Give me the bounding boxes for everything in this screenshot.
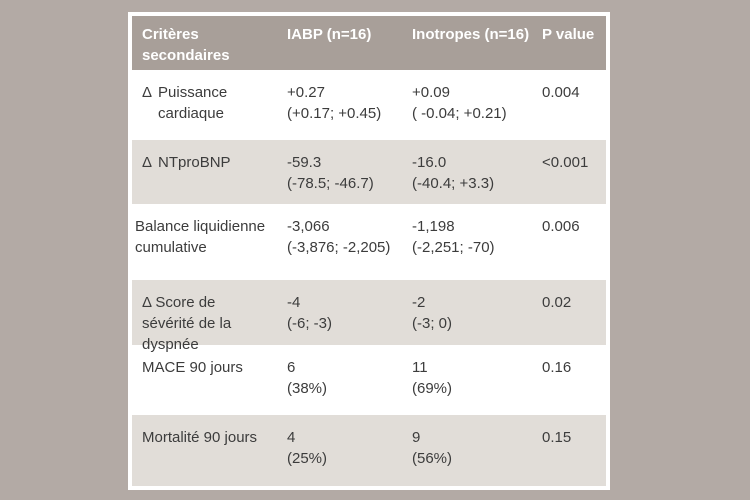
iabp-cell: -3,066 (-3,876; -2,205) [287,216,412,280]
row-label: Mortalité 90 jours [132,427,287,486]
iabp-value: -59.3 [287,154,322,171]
iabp-cell: 6 (38%) [287,357,412,415]
inotropes-value: -16.0 [412,154,447,171]
iabp-cell: 4 (25%) [287,427,412,486]
header-p-value: P value [542,26,595,43]
iabp-ci: (38%) [287,380,328,397]
iabp-value: 6 [287,359,296,376]
table-row-ntprobnp: Δ NTproBNP -59.3 (-78.5; -46.7) -16.0 (-… [132,140,606,204]
inotropes-value: +0.09 [412,84,450,101]
inotropes-ci: (-2,251; -70) [412,239,495,256]
row-label: Balance liquidienne cumulative [132,216,287,280]
inotropes-ci: ( -0.04; +0.21) [412,105,507,122]
inotropes-value: 9 [412,429,421,446]
table-row-mortalite-90-jours: Mortalité 90 jours 4 (25%) 9 (56%) 0.15 [132,415,606,486]
header-criteria: Critères secondaires [142,26,230,64]
inotropes-cell: +0.09 ( -0.04; +0.21) [412,82,542,140]
iabp-ci: (-3,876; -2,205) [287,239,391,256]
p-value-cell: 0.004 [542,84,580,101]
table-header-row: Critères secondaires IABP (n=16) Inotrop… [132,16,606,70]
iabp-ci: (25%) [287,450,328,467]
iabp-value: +0.27 [287,84,325,101]
inotropes-cell: 9 (56%) [412,427,542,486]
table-row-score-dyspnee: Δ Score de sévérité de la dyspnée -4 (-6… [132,280,606,353]
p-value-cell: 0.16 [542,359,572,376]
iabp-ci: (+0.17; +0.45) [287,105,382,122]
row-label-text: Δ Score de sévérité de la dyspnée [142,294,232,353]
inotropes-cell: -1,198 (-2,251; -70) [412,216,542,280]
table-row-balance-liquidienne: Balance liquidienne cumulative -3,066 (-… [132,204,606,280]
header-inotropes: Inotropes (n=16) [412,26,530,43]
inotropes-ci: (69%) [412,380,453,397]
row-label: MACE 90 jours [132,357,287,415]
inotropes-ci: (-3; 0) [412,315,453,332]
table-row-mace-90-jours: MACE 90 jours 6 (38%) 11 (69%) 0.16 [132,345,606,415]
iabp-value: 4 [287,429,296,446]
inotropes-value: -1,198 [412,218,455,235]
row-label-text: Puissance cardiaque [158,84,228,122]
p-value-cell: 0.15 [542,429,572,446]
table-row-puissance-cardiaque: Δ Puissance cardiaque +0.27 (+0.17; +0.4… [132,70,606,140]
row-label-text: MACE 90 jours [142,359,243,376]
inotropes-ci: (-40.4; +3.3) [412,175,495,192]
row-label-text: NTproBNP [158,154,231,171]
inotropes-ci: (56%) [412,450,453,467]
row-label: Δ NTproBNP [132,152,287,204]
iabp-cell: +0.27 (+0.17; +0.45) [287,82,412,140]
delta-symbol: Δ [142,154,153,171]
iabp-ci: (-6; -3) [287,315,332,332]
p-value-cell: 0.02 [542,294,572,311]
iabp-ci: (-78.5; -46.7) [287,175,374,192]
inotropes-cell: -16.0 (-40.4; +3.3) [412,152,542,204]
p-value-cell: <0.001 [542,154,589,171]
p-value-cell: 0.006 [542,218,580,235]
iabp-cell: -59.3 (-78.5; -46.7) [287,152,412,204]
row-label-text: Balance liquidienne cumulative [135,218,266,256]
inotropes-cell: -2 (-3; 0) [412,292,542,355]
results-table-card: Critères secondaires IABP (n=16) Inotrop… [128,12,610,490]
iabp-value: -4 [287,294,301,311]
row-label: Δ Score de sévérité de la dyspnée [132,292,287,355]
delta-symbol: Δ [142,84,153,101]
inotropes-cell: 11 (69%) [412,357,542,415]
inotropes-value: 11 [412,359,428,376]
row-label-text: Mortalité 90 jours [142,429,258,446]
iabp-value: -3,066 [287,218,330,235]
iabp-cell: -4 (-6; -3) [287,292,412,355]
header-iabp: IABP (n=16) [287,26,372,43]
row-label: Δ Puissance cardiaque [132,82,287,140]
inotropes-value: -2 [412,294,426,311]
